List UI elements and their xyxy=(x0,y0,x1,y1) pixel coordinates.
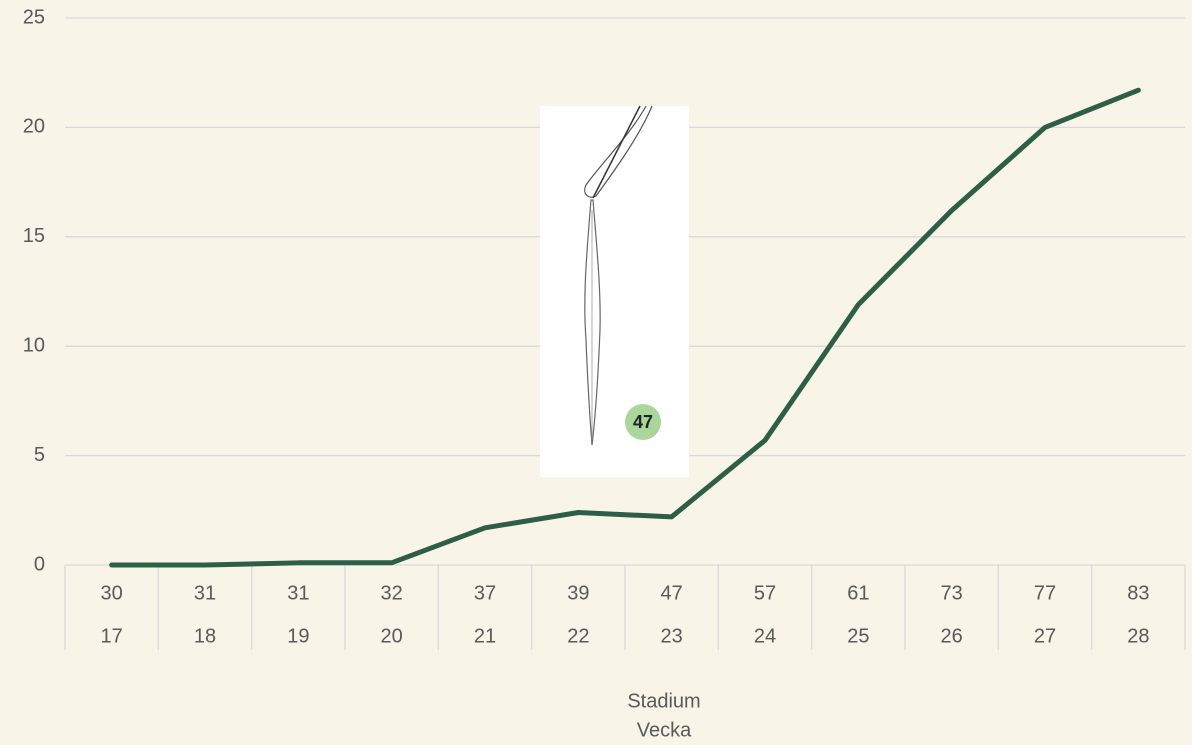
x-axis-title-2: Vecka xyxy=(637,719,692,741)
sketch-spike xyxy=(584,199,601,446)
inset-image: 47 xyxy=(540,105,689,477)
stage-badge-label: 47 xyxy=(633,412,653,432)
x-tick-label: 31 xyxy=(194,582,216,604)
x-tick-label: 30 xyxy=(101,582,123,604)
y-tick-label: 25 xyxy=(23,6,45,28)
stage-badge xyxy=(625,404,661,440)
x-axis-title: Stadium xyxy=(627,690,700,712)
y-tick-label: 15 xyxy=(23,225,45,247)
x-tick-label: 83 xyxy=(1127,582,1149,604)
y-tick-label: 20 xyxy=(23,116,45,138)
x-tick-label-vecka: 20 xyxy=(381,625,403,647)
x-tick-label: 73 xyxy=(941,582,963,604)
x-tick-label: 32 xyxy=(381,582,403,604)
x-tick-label: 77 xyxy=(1034,582,1056,604)
y-tick-label: 10 xyxy=(23,334,45,356)
x-tick-label-vecka: 26 xyxy=(941,625,963,647)
x-tick-label-vecka: 23 xyxy=(661,625,683,647)
x-tick-label-vecka: 22 xyxy=(567,625,589,647)
plot xyxy=(109,87,1141,568)
x-tick-label: 31 xyxy=(287,582,309,604)
y-tick-label: 5 xyxy=(34,444,45,466)
x-tick-label-vecka: 21 xyxy=(474,625,496,647)
x-tick-label: 39 xyxy=(567,582,589,604)
x-tick-label-vecka: 28 xyxy=(1127,625,1149,647)
x-tick-label: 61 xyxy=(847,582,869,604)
x-tick-label-vecka: 27 xyxy=(1034,625,1056,647)
x-tick-label-vecka: 24 xyxy=(754,625,776,647)
x-tick-label-vecka: 25 xyxy=(847,625,869,647)
sketch-leaf xyxy=(584,105,653,198)
x-tick-label-vecka: 19 xyxy=(287,625,309,647)
inset-frame xyxy=(540,106,689,477)
x-tick-label: 37 xyxy=(474,582,496,604)
x-tick-label-vecka: 17 xyxy=(101,625,123,647)
x-tick-label-vecka: 18 xyxy=(194,625,216,647)
x-tick-label: 47 xyxy=(661,582,683,604)
data-line xyxy=(109,87,1141,568)
x-tick-label: 57 xyxy=(754,582,776,604)
sketch-stem xyxy=(592,105,641,199)
y-tick-label: 0 xyxy=(34,553,45,575)
